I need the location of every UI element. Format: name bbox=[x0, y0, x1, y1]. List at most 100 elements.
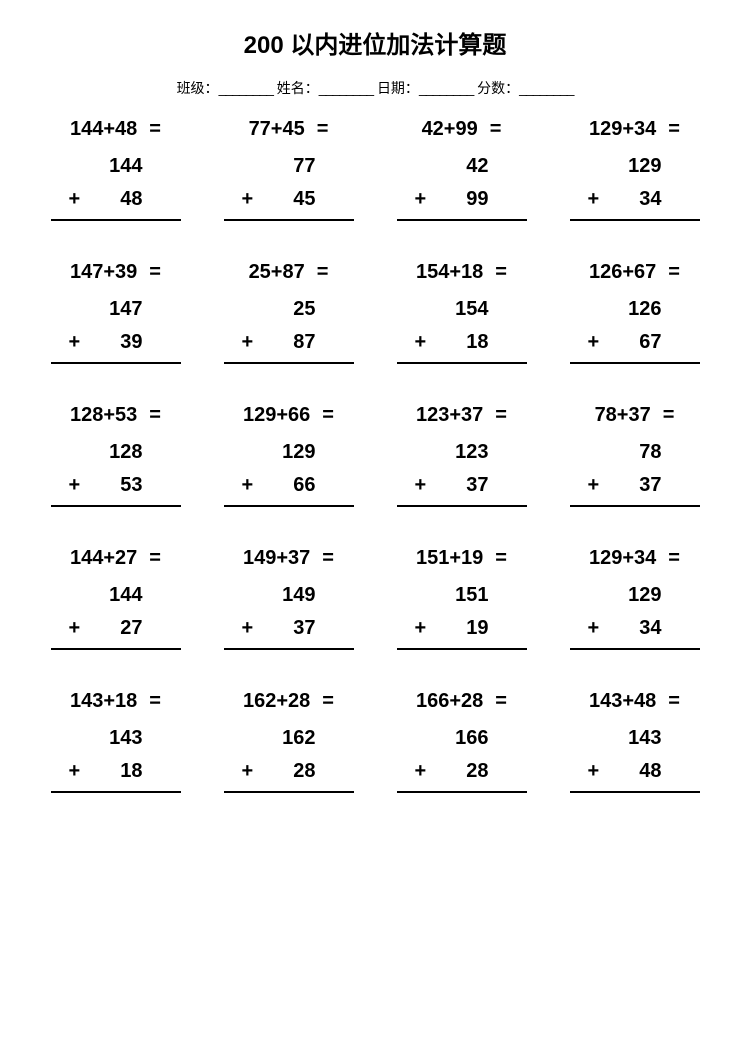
equals-sign: = bbox=[143, 261, 161, 284]
addend-top: 129 bbox=[580, 584, 662, 607]
addend-bottom-row: +37 bbox=[407, 474, 489, 503]
addend-bottom: 37 bbox=[293, 617, 315, 639]
vertical-stack: 144+48 bbox=[61, 155, 171, 217]
vertical-stack: 129+66 bbox=[234, 441, 344, 503]
addend-bottom-row: +37 bbox=[580, 474, 662, 503]
plus-sign: + bbox=[242, 331, 254, 354]
sum-line bbox=[51, 362, 181, 364]
sum-line bbox=[570, 362, 700, 364]
addend-bottom: 99 bbox=[466, 188, 488, 210]
equals-sign: = bbox=[489, 404, 507, 427]
vertical-stack: 147 +39 bbox=[61, 298, 171, 360]
vertical-stack: 129+34 bbox=[580, 584, 690, 646]
addend-top: 151 bbox=[407, 584, 489, 607]
addend-bottom-row: +39 bbox=[61, 331, 143, 360]
problem-expression: 147+39= bbox=[38, 261, 193, 284]
problem-cell: 154+18=154+18 bbox=[384, 261, 539, 364]
addend-bottom-row: +48 bbox=[580, 760, 662, 789]
plus-sign: + bbox=[242, 188, 254, 211]
sum-line bbox=[51, 505, 181, 507]
addend-top: 77 bbox=[234, 155, 316, 178]
vertical-stack: 151+19 bbox=[407, 584, 517, 646]
problem-cell: 147+39= 147 +39 bbox=[38, 261, 193, 364]
addend-top: 147 bbox=[61, 298, 143, 321]
info-header: 班级：________ 姓名：________ 日期：________ 分数：_… bbox=[30, 78, 720, 98]
equals-sign: = bbox=[489, 261, 507, 284]
plus-sign: + bbox=[69, 617, 81, 640]
expression-text: 144+27 bbox=[70, 547, 143, 570]
problem-expression: 42+99= bbox=[384, 118, 539, 141]
name-blank: ________ bbox=[319, 80, 373, 96]
problem-expression: 151+19= bbox=[384, 547, 539, 570]
problem-expression: 126+67= bbox=[557, 261, 712, 284]
addend-bottom: 39 bbox=[120, 331, 142, 353]
vertical-stack: 149 +37 bbox=[234, 584, 344, 646]
addend-bottom: 87 bbox=[293, 331, 315, 353]
vertical-stack: 154+18 bbox=[407, 298, 517, 360]
plus-sign: + bbox=[415, 331, 427, 354]
vertical-stack: 143+48 bbox=[580, 727, 690, 789]
addend-bottom: 48 bbox=[639, 760, 661, 782]
equals-sign: = bbox=[143, 690, 161, 713]
problem-cell: 149+37=149+37 bbox=[211, 547, 366, 650]
equals-sign: = bbox=[143, 547, 161, 570]
expression-text: 129+66 bbox=[243, 404, 316, 427]
problem-cell: 166+28=166+28 bbox=[384, 690, 539, 793]
equals-sign: = bbox=[662, 261, 680, 284]
expression-text: 149+37 bbox=[243, 547, 316, 570]
sum-line bbox=[570, 791, 700, 793]
problem-cell: 143+18=143+18 bbox=[38, 690, 193, 793]
addend-bottom-row: +28 bbox=[407, 760, 489, 789]
equals-sign: = bbox=[143, 118, 161, 141]
addend-bottom-row: +37 bbox=[234, 617, 316, 646]
addend-bottom: 27 bbox=[120, 617, 142, 639]
addend-bottom-row: +53 bbox=[61, 474, 143, 503]
plus-sign: + bbox=[588, 474, 600, 497]
vertical-stack: 144+27 bbox=[61, 584, 171, 646]
problem-expression: 144+48= bbox=[38, 118, 193, 141]
plus-sign: + bbox=[242, 760, 254, 783]
addend-bottom-row: +34 bbox=[580, 188, 662, 217]
problem-cell: 77+45= 77 +45 bbox=[211, 118, 366, 221]
addend-bottom-row: +67 bbox=[580, 331, 662, 360]
sum-line bbox=[397, 505, 527, 507]
sum-line bbox=[51, 219, 181, 221]
sum-line bbox=[224, 219, 354, 221]
addend-bottom-row: +18 bbox=[61, 760, 143, 789]
class-label: 班级： bbox=[177, 78, 219, 98]
problem-expression: 77+45= bbox=[211, 118, 366, 141]
problem-expression: 25+87= bbox=[211, 261, 366, 284]
plus-sign: + bbox=[588, 331, 600, 354]
vertical-stack: 129+34 bbox=[580, 155, 690, 217]
sum-line bbox=[224, 505, 354, 507]
problem-cell: 144+48= 144+48 bbox=[38, 118, 193, 221]
sum-line bbox=[51, 648, 181, 650]
equals-sign: = bbox=[489, 690, 507, 713]
addend-bottom-row: +27 bbox=[61, 617, 143, 646]
expression-text: 129+34 bbox=[589, 118, 662, 141]
addend-bottom: 45 bbox=[293, 188, 315, 210]
addend-top: 25 bbox=[234, 298, 316, 321]
equals-sign: = bbox=[143, 404, 161, 427]
plus-sign: + bbox=[69, 188, 81, 211]
problem-expression: 162+28= bbox=[211, 690, 366, 713]
addend-bottom: 18 bbox=[466, 331, 488, 353]
addend-bottom: 37 bbox=[639, 474, 661, 496]
problem-cell: 129+66=129+66 bbox=[211, 404, 366, 507]
plus-sign: + bbox=[415, 188, 427, 211]
plus-sign: + bbox=[242, 617, 254, 640]
expression-text: 128+53 bbox=[70, 404, 143, 427]
addend-bottom-row: +34 bbox=[580, 617, 662, 646]
equals-sign: = bbox=[657, 404, 675, 427]
addend-bottom: 53 bbox=[120, 474, 142, 496]
addend-top: 162 bbox=[234, 727, 316, 750]
equals-sign: = bbox=[316, 690, 334, 713]
expression-text: 143+18 bbox=[70, 690, 143, 713]
addend-top: 149 bbox=[234, 584, 316, 607]
addend-bottom-row: +18 bbox=[407, 331, 489, 360]
name-label: 姓名： bbox=[277, 78, 319, 98]
addend-bottom: 37 bbox=[466, 474, 488, 496]
sum-line bbox=[224, 791, 354, 793]
equals-sign: = bbox=[662, 118, 680, 141]
expression-text: 147+39 bbox=[70, 261, 143, 284]
